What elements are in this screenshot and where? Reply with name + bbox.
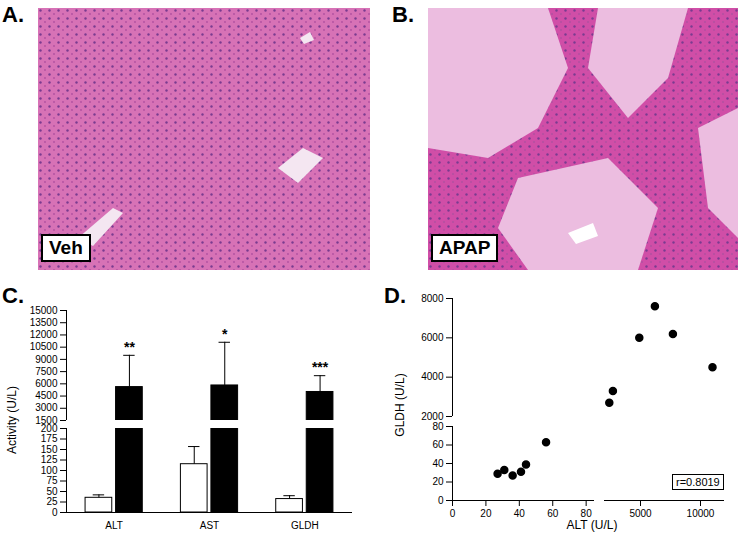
svg-text:200: 200 bbox=[41, 423, 58, 434]
svg-text:1500: 1500 bbox=[35, 414, 58, 426]
svg-text:5000: 5000 bbox=[629, 508, 652, 519]
html-text:GLDH (U/L): GLDH (U/L) bbox=[393, 373, 407, 437]
svg-text:**: ** bbox=[124, 339, 135, 355]
svg-text:*: * bbox=[222, 326, 228, 342]
svg-text:AST: AST bbox=[200, 520, 219, 531]
svg-text:150: 150 bbox=[41, 444, 58, 455]
svg-text:3000: 3000 bbox=[35, 402, 58, 413]
svg-text:ALT: ALT bbox=[105, 520, 123, 531]
svg-text:15000: 15000 bbox=[30, 305, 58, 316]
html-text:A.: A. bbox=[2, 2, 24, 27]
html-text:Activity (U/L): Activity (U/L) bbox=[5, 386, 19, 454]
svg-text:12000: 12000 bbox=[30, 329, 58, 340]
svg-text:0: 0 bbox=[450, 508, 456, 519]
svg-text:6000: 6000 bbox=[421, 332, 444, 343]
svg-text:60: 60 bbox=[432, 439, 444, 450]
svg-text:40: 40 bbox=[514, 508, 526, 519]
svg-text:20: 20 bbox=[432, 476, 444, 487]
svg-text:7500: 7500 bbox=[35, 366, 58, 377]
html-text:APAP: APAP bbox=[439, 237, 491, 258]
html-text:ALT (U/L): ALT (U/L) bbox=[566, 518, 618, 532]
svg-text:13500: 13500 bbox=[30, 317, 58, 328]
svg-text:GLDH: GLDH bbox=[291, 520, 319, 531]
html-text:C.: C. bbox=[2, 283, 24, 308]
svg-text:4500: 4500 bbox=[35, 390, 58, 401]
svg-text:125: 125 bbox=[41, 454, 58, 465]
svg-text:4000: 4000 bbox=[421, 371, 444, 382]
svg-text:0: 0 bbox=[438, 495, 444, 506]
svg-text:10500: 10500 bbox=[30, 341, 58, 352]
svg-text:75: 75 bbox=[46, 475, 58, 486]
svg-text:***: *** bbox=[312, 359, 329, 375]
svg-text:8000: 8000 bbox=[421, 293, 444, 304]
svg-text:50: 50 bbox=[46, 486, 58, 497]
html-text:B.: B. bbox=[392, 2, 414, 27]
svg-text:60: 60 bbox=[547, 508, 559, 519]
svg-text:6000: 6000 bbox=[35, 378, 58, 389]
svg-text:175: 175 bbox=[41, 433, 58, 444]
svg-text:100: 100 bbox=[41, 465, 58, 476]
svg-text:9000: 9000 bbox=[35, 354, 58, 365]
svg-text:25: 25 bbox=[46, 496, 58, 507]
svg-text:40: 40 bbox=[432, 458, 444, 469]
html-text:r=0.8019: r=0.8019 bbox=[676, 476, 720, 488]
svg-text:20: 20 bbox=[480, 508, 492, 519]
html-text:D.: D. bbox=[384, 283, 406, 308]
svg-text:2000: 2000 bbox=[421, 410, 444, 422]
html-text:Veh: Veh bbox=[49, 237, 83, 258]
svg-text:80: 80 bbox=[581, 508, 593, 519]
svg-text:0: 0 bbox=[52, 507, 58, 518]
svg-text:80: 80 bbox=[432, 421, 444, 432]
svg-text:10000: 10000 bbox=[687, 508, 715, 519]
